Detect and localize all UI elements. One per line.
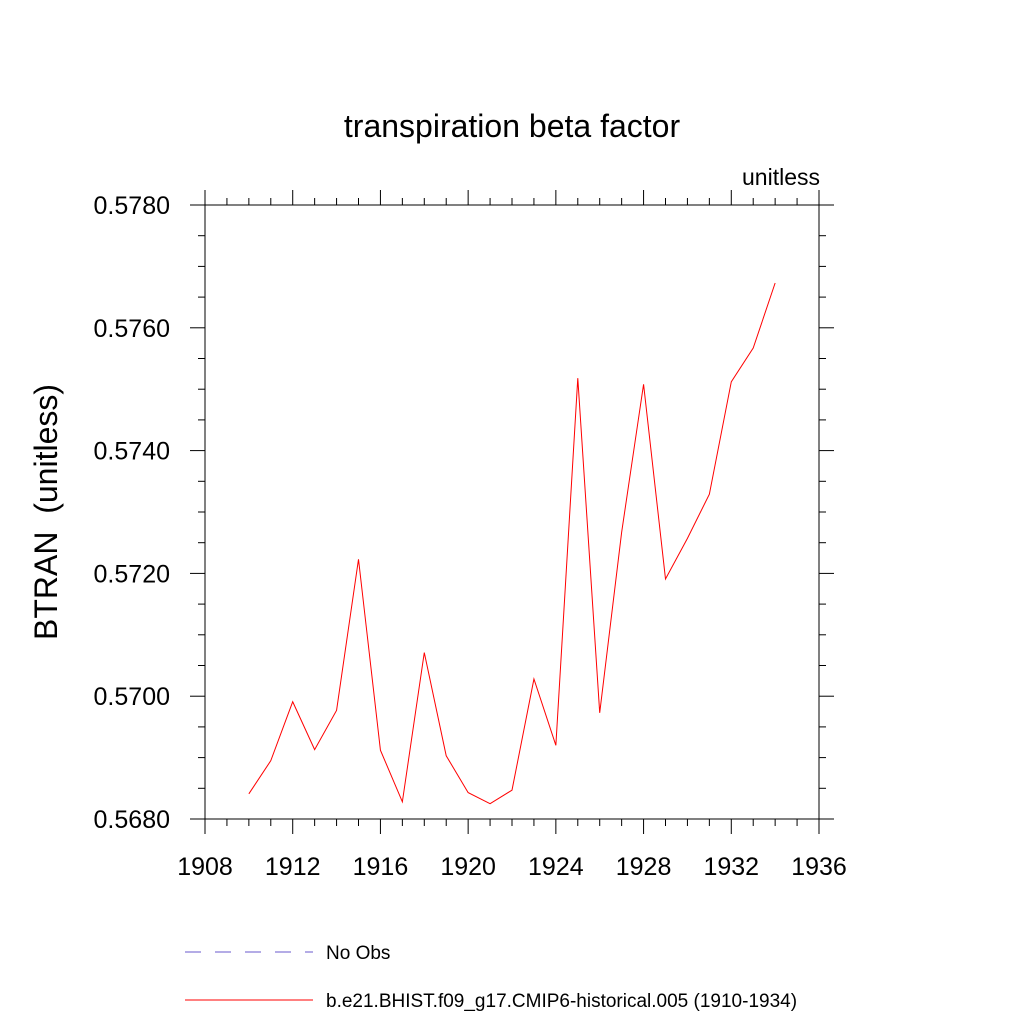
y-tick-label: 0.5700 xyxy=(94,683,170,711)
x-tick-label: 1932 xyxy=(703,853,759,881)
plot-frame xyxy=(204,204,820,820)
x-tick-label: 1920 xyxy=(440,853,496,881)
x-tick-label: 1936 xyxy=(791,853,847,881)
series-lines xyxy=(248,282,776,805)
x-tick-label: 1912 xyxy=(265,853,321,881)
series-line xyxy=(248,282,776,805)
x-tick-label: 1908 xyxy=(177,853,233,881)
chart-title: transpiration beta factor xyxy=(344,108,681,144)
y-tick-label: 0.5740 xyxy=(94,438,170,466)
legend-label: No Obs xyxy=(326,943,390,964)
y-tick-label: 0.5680 xyxy=(94,806,170,834)
x-tick-label: 1924 xyxy=(528,853,584,881)
axis-ticks xyxy=(190,190,834,834)
legend-label: b.e21.BHIST.f09_g17.CMIP6-historical.005… xyxy=(326,991,797,1012)
x-tick-label: 1916 xyxy=(353,853,409,881)
y-tick-label: 0.5720 xyxy=(94,560,170,588)
y-tick-label: 0.5760 xyxy=(94,315,170,343)
x-tick-label: 1928 xyxy=(616,853,672,881)
legend: No Obs b.e21.BHIST.f09_g17.CMIP6-historic… xyxy=(185,943,797,1012)
y-axis-label: BTRAN (unitless) xyxy=(28,384,64,640)
units-label: unitless xyxy=(742,164,820,190)
y-tick-label: 0.5780 xyxy=(94,192,170,220)
tick-labels: 1908 1912 1916 1920 1924 1928 1932 1936 0.5680 0.… xyxy=(94,192,847,881)
